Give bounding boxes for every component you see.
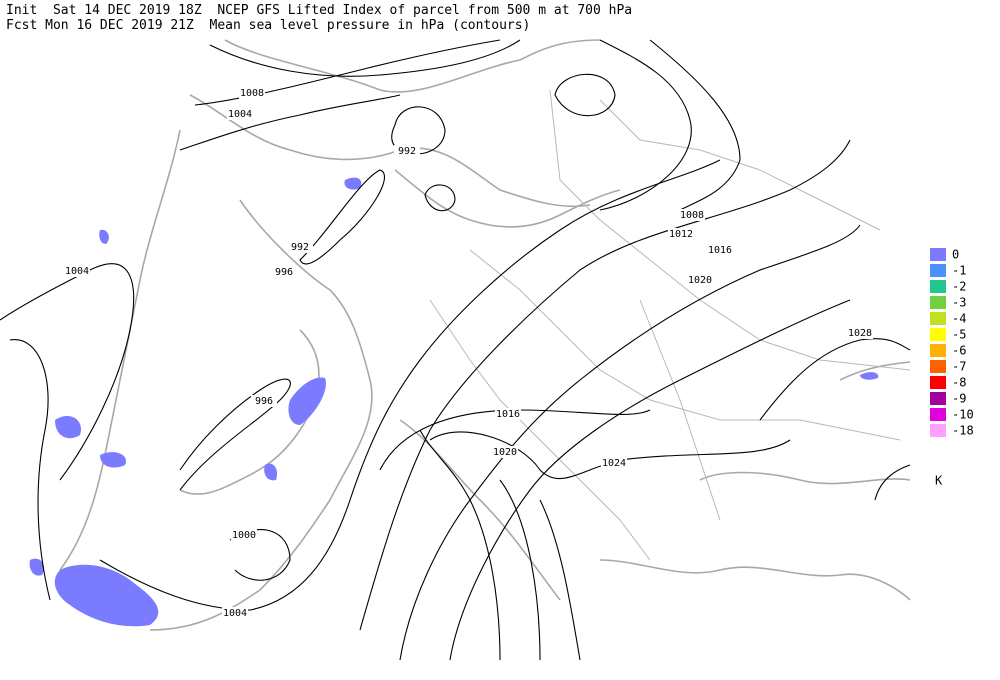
contour-label-bg <box>668 228 694 240</box>
header-line: Fcst Mon 16 DEC 2019 21Z Mean sea level … <box>6 18 530 33</box>
legend-swatch <box>930 280 946 293</box>
contour-label-bg <box>394 145 420 157</box>
legend-swatch <box>930 344 946 357</box>
contour-label-bg <box>687 274 713 286</box>
contour-label: 1016 <box>496 409 520 420</box>
contour-labels: 1008 1004 992 992 996 1004 996 1000 1004 1008 1012… <box>64 87 873 619</box>
contour-label: 1020 <box>493 447 517 458</box>
contour-label-bg <box>64 265 90 277</box>
legend-swatch <box>930 408 946 421</box>
legend-swatch <box>930 264 946 277</box>
legend-swatch <box>930 296 946 309</box>
contour-label: 1004 <box>223 608 247 619</box>
legend-label: -8 <box>952 376 966 390</box>
contour-label-bg <box>601 457 627 469</box>
contour-label: 1000 <box>232 530 256 541</box>
legend-label: -18 <box>952 424 974 438</box>
legend-label: -10 <box>952 408 974 422</box>
contour-label: 996 <box>275 267 293 278</box>
legend-swatch <box>930 424 946 437</box>
isobars <box>0 39 911 661</box>
legend-label: -5 <box>952 328 966 342</box>
contour-label: 992 <box>291 242 309 253</box>
legend-label: -7 <box>952 360 966 374</box>
contour-label-bg <box>227 108 253 120</box>
legend-swatch <box>930 392 946 405</box>
contour-label-bg <box>287 241 313 253</box>
contour-label: 1008 <box>680 210 704 221</box>
legend-label: -9 <box>952 392 966 406</box>
contour-label-bg <box>271 266 297 278</box>
contour-label-bg <box>847 327 873 339</box>
legend-swatch <box>930 376 946 389</box>
contour-label: 1008 <box>240 88 264 99</box>
contour-label-bg <box>231 529 257 541</box>
legend-swatch <box>930 360 946 373</box>
contour-label: 1004 <box>65 266 89 277</box>
borders <box>429 89 911 561</box>
contour-label: 992 <box>398 146 416 157</box>
contour-label-bg <box>251 395 277 407</box>
contour-label: 996 <box>255 396 273 407</box>
legend-label: -2 <box>952 280 966 294</box>
legend-label: 0 <box>952 248 959 262</box>
coastlines <box>59 39 911 631</box>
legend: K 0 -1 -2 -3 -4 -5 -6 -7 -8 -9 -10 -18 <box>930 248 974 488</box>
contour-label: 1016 <box>708 245 732 256</box>
contour-label-bg <box>707 244 733 256</box>
legend-swatch <box>930 312 946 325</box>
contour-label: 1004 <box>228 109 252 120</box>
legend-swatch <box>930 248 946 261</box>
contour-label-bg <box>495 408 521 420</box>
header-line: Init Sat 14 DEC 2019 18Z NCEP GFS Lifted… <box>6 3 632 18</box>
legend-label: -6 <box>952 344 966 358</box>
contour-label: 1012 <box>669 229 693 240</box>
contour-label-bg <box>222 607 248 619</box>
legend-unit: K <box>935 474 943 488</box>
contour-label-bg <box>679 209 705 221</box>
lifted-index-areas <box>29 177 879 627</box>
legend-label: -4 <box>952 312 966 326</box>
contour-label-bg <box>239 87 265 99</box>
contour-label: 1028 <box>848 328 872 339</box>
contour-label: 1024 <box>602 458 626 469</box>
legend-label: -1 <box>952 264 966 278</box>
legend-label: -3 <box>952 296 966 310</box>
legend-swatch <box>930 328 946 341</box>
contour-label-bg <box>492 446 518 458</box>
contour-label: 1020 <box>688 275 712 286</box>
